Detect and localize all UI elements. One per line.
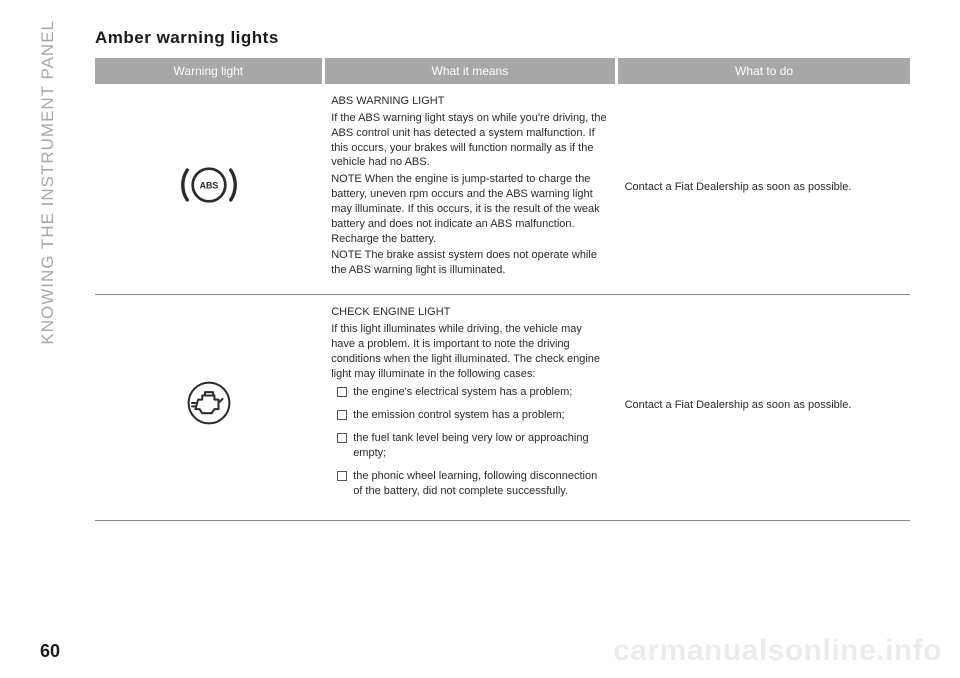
action-cell: Contact a Fiat Dealership as soon as pos… [617, 295, 910, 521]
sidebar-section-label: KNOWING THE INSTRUMENT PANEL [38, 20, 58, 345]
table-row: ABS ABS WARNING LIGHT If the ABS warning… [95, 84, 910, 295]
svg-text:ABS: ABS [200, 180, 219, 190]
watermark: carmanualsonline.info [613, 634, 942, 668]
page-number: 60 [40, 641, 60, 662]
section-title: Amber warning lights [95, 28, 910, 48]
warning-icon-cell: ABS [95, 84, 323, 295]
warning-note: NOTE When the engine is jump-started to … [331, 172, 608, 246]
bullet-list: the engine's electrical system has a pro… [337, 385, 608, 498]
check-engine-icon [175, 428, 243, 440]
list-item: the engine's electrical system has a pro… [337, 385, 608, 400]
col-header-meaning: What it means [323, 58, 616, 84]
warning-lights-table: Warning light What it means What to do A… [95, 58, 910, 521]
abs-icon: ABS [175, 210, 243, 222]
warning-note: NOTE The brake assist system does not op… [331, 248, 608, 278]
warning-icon-cell [95, 295, 323, 521]
list-item: the fuel tank level being very low or ap… [337, 431, 608, 461]
col-header-warning-light: Warning light [95, 58, 323, 84]
table-header-row: Warning light What it means What to do [95, 58, 910, 84]
list-item: the emission control system has a proble… [337, 408, 608, 423]
warning-title: CHECK ENGINE LIGHT [331, 305, 608, 320]
manual-page: KNOWING THE INSTRUMENT PANEL Amber warni… [0, 0, 960, 678]
warning-title: ABS WARNING LIGHT [331, 94, 608, 109]
list-item: the phonic wheel learning, following dis… [337, 469, 608, 499]
table-row: CHECK ENGINE LIGHT If this light illumin… [95, 295, 910, 521]
action-cell: Contact a Fiat Dealership as soon as pos… [617, 84, 910, 295]
meaning-cell: CHECK ENGINE LIGHT If this light illumin… [323, 295, 616, 521]
meaning-cell: ABS WARNING LIGHT If the ABS warning lig… [323, 84, 616, 295]
warning-body: If this light illuminates while driving,… [331, 322, 608, 381]
warning-body: If the ABS warning light stays on while … [331, 111, 608, 170]
col-header-action: What to do [617, 58, 910, 84]
